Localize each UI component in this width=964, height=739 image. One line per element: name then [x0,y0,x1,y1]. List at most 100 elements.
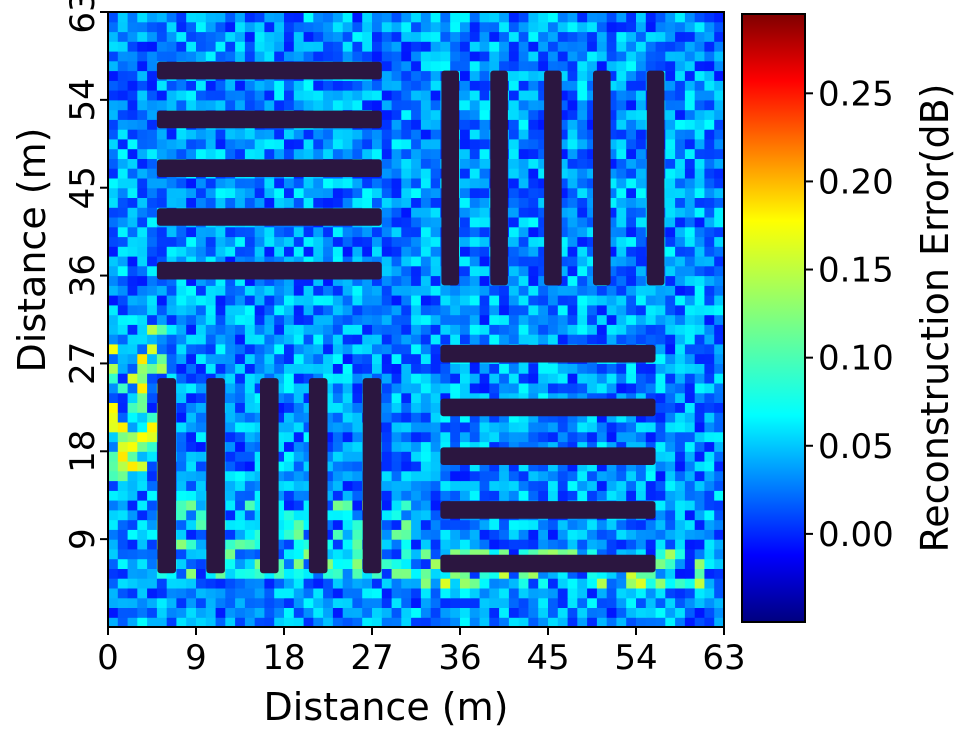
heatmap-cell [284,197,295,208]
heatmap-cell [587,392,598,403]
heatmap-cell [147,470,158,482]
heatmap-cell [147,392,158,403]
heatmap-cell [675,480,686,491]
heatmap-cell [518,304,529,316]
heatmap-cell [342,519,353,530]
heatmap-cell [469,178,481,189]
heatmap-cell [235,334,246,345]
heatmap-cell [323,324,334,335]
heatmap-cell [420,588,432,599]
heatmap-cell [323,402,334,413]
heatmap-cell [215,353,226,364]
heatmap-cell [420,41,432,52]
heatmap-cell [342,295,353,306]
heatmap-cell [303,80,314,91]
heatmap-cell [284,275,295,286]
heatmap-cell [577,275,588,286]
heatmap-cell [225,187,236,198]
heatmap-cell [284,373,295,384]
heatmap-cell [391,99,402,111]
heatmap-cell [391,12,402,23]
heatmap-cell [489,12,500,23]
heatmap-cell [596,21,608,33]
heatmap-cell [342,441,353,452]
heatmap-cell [147,480,158,491]
heatmap-cell [420,607,432,618]
heatmap-cell [636,431,647,443]
heatmap-cell [137,12,148,23]
heatmap-cell [293,295,305,306]
heatmap-cell [694,236,705,247]
heatmap-cell [342,529,353,540]
heatmap-cell [166,187,177,198]
heatmap-cell [508,461,520,472]
heatmap-cell [577,529,588,540]
heatmap-cell [587,60,598,72]
heatmap-cell [293,226,305,238]
heatmap-cell [694,226,705,238]
heatmap-cell [264,295,275,306]
heatmap-cell [704,226,715,238]
heatmap-cell [440,41,451,52]
heatmap-cell [215,80,226,91]
heatmap-cell [391,70,402,81]
heatmap-cell [293,539,305,550]
heatmap-cell [675,529,686,540]
heatmap-cell [714,422,724,433]
heatmap-cell [411,275,422,286]
heatmap-cell [323,129,334,140]
heatmap-cell [675,207,686,218]
heatmap-cell [254,470,265,482]
heatmap-cell [117,217,129,228]
heatmap-cell [577,246,588,257]
heatmap-cell [450,597,461,608]
heatmap-cell [626,99,637,111]
heatmap-cell [108,70,119,81]
heatmap-cell [235,31,246,42]
heatmap-cell [469,129,481,140]
heatmap-cell [665,285,676,296]
heatmap-cell [156,275,168,286]
heatmap-cell [342,80,353,91]
heatmap-cell [342,500,353,511]
heatmap-cell [127,392,138,403]
heatmap-cell [479,412,490,423]
heatmap-cell [156,197,168,208]
heatmap-cell [156,129,168,140]
heatmap-cell [303,324,314,335]
heatmap-cell [479,246,490,257]
heatmap-cell [714,21,724,33]
heatmap-cell [469,90,481,101]
heatmap-cell [557,607,569,618]
heatmap-cell [391,529,402,540]
heatmap-cell [694,392,705,403]
heatmap-cell [352,304,363,316]
heatmap-cell [606,60,617,72]
heatmap-cell [479,422,490,433]
heatmap-cell [411,90,422,101]
heatmap-cell [244,334,256,345]
heatmap-cell [352,90,363,101]
heatmap-cell [411,187,422,198]
heatmap-cell [225,588,236,599]
heatmap-cell [264,597,275,608]
heatmap-cell [587,246,598,257]
heatmap-cell [606,548,617,560]
heatmap-cell [450,334,461,345]
heatmap-cell [518,207,529,218]
heatmap-cell [420,285,432,296]
heatmap-cell [401,578,412,589]
heatmap-cell [440,12,451,23]
heatmap-cell [704,119,715,130]
heatmap-cell [186,392,197,403]
heatmap-cell [254,578,265,589]
heatmap-cell [538,70,549,81]
heatmap-cell [372,295,383,306]
heatmap-cell [244,51,256,62]
heatmap-cell [244,138,256,150]
heatmap-cell [606,90,617,101]
heatmap-cell [332,99,344,111]
heatmap-cell [108,607,119,618]
heatmap-cell [127,353,138,364]
heatmap-cell [665,41,676,52]
